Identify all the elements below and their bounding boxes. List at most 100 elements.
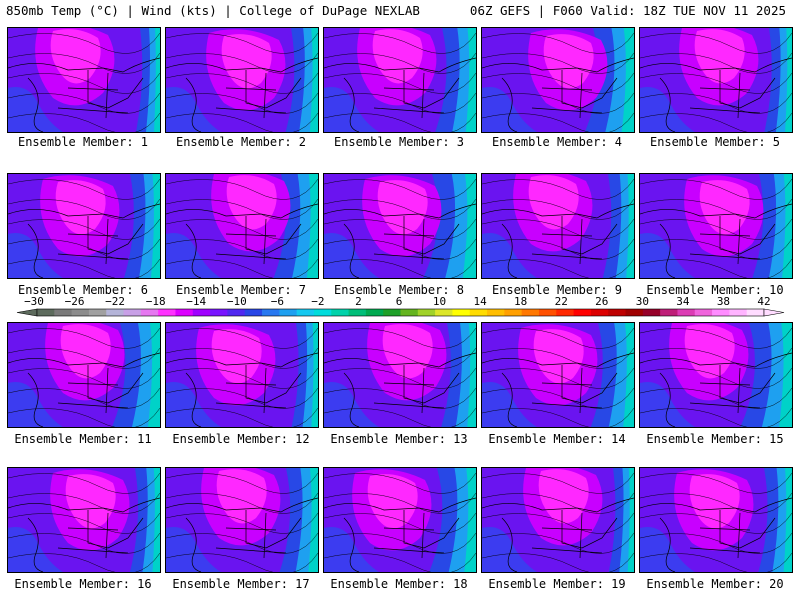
colorbar-swatch	[435, 309, 453, 316]
colorbar-swatch	[192, 309, 211, 316]
temperature-field	[640, 323, 792, 427]
ensemble-map-panel	[323, 467, 477, 573]
colorbar-tick-label: −26	[64, 295, 85, 308]
colorbar-swatch	[175, 309, 194, 316]
colorbar-tick-label: 18	[514, 295, 528, 308]
ensemble-member-caption: Ensemble Member: 20	[646, 577, 784, 591]
colorbar-swatch	[400, 309, 419, 316]
temperature-field	[8, 28, 160, 132]
colorbar-swatch	[365, 309, 384, 316]
colorbar-swatch	[487, 309, 505, 316]
colorbar-swatch	[54, 309, 73, 316]
temperature-field	[8, 323, 160, 427]
ensemble-map-panel	[323, 322, 477, 428]
ensemble-member-caption: Ensemble Member: 10	[646, 283, 784, 297]
colorbar-swatch	[608, 309, 627, 316]
ensemble-map-panel	[639, 322, 793, 428]
ensemble-map-panel	[639, 467, 793, 573]
colorbar-swatch	[140, 309, 159, 316]
colorbar-swatch	[313, 309, 332, 316]
colorbar-swatch	[348, 309, 367, 316]
colorbar-tick-label: 34	[676, 295, 690, 308]
colorbar-swatch	[383, 309, 401, 316]
colorbar-tick-label: 26	[595, 295, 609, 308]
ensemble-member-caption: Ensemble Member: 12	[172, 432, 310, 446]
colorbar-swatch	[123, 309, 142, 316]
temperature-field	[640, 468, 792, 572]
ensemble-member-caption: Ensemble Member: 2	[175, 135, 307, 149]
colorbar-swatch	[521, 309, 540, 316]
colorbar-right-arrow	[763, 308, 785, 317]
colorbar-swatch	[504, 309, 523, 316]
temperature-field	[640, 28, 792, 132]
temperature-field	[166, 174, 318, 278]
temperature-field	[166, 323, 318, 427]
colorbar-swatch	[37, 309, 55, 316]
colorbar-tick-label: −30	[24, 295, 44, 308]
colorbar-swatch	[262, 309, 280, 316]
colorbar-swatch	[746, 309, 765, 316]
ensemble-member-caption: Ensemble Member: 3	[333, 135, 465, 149]
colorbar-swatch	[71, 309, 90, 316]
colorbar-swatch	[417, 309, 436, 316]
ensemble-member-caption: Ensemble Member: 1	[17, 135, 149, 149]
colorbar-swatch	[279, 309, 298, 316]
ensemble-map-panel	[639, 27, 793, 133]
colorbar-swatch	[331, 309, 350, 316]
colorbar-tick-label: 6	[395, 295, 403, 308]
colorbar-swatch	[296, 309, 315, 316]
ensemble-member-caption: Ensemble Member: 4	[491, 135, 623, 149]
temperature-field	[166, 468, 318, 572]
colorbar-swatch	[590, 309, 609, 316]
ensemble-map-panel	[481, 467, 635, 573]
colorbar-swatch	[642, 309, 661, 316]
colorbar-swatch	[158, 309, 176, 316]
ensemble-member-caption: Ensemble Member: 19	[488, 577, 626, 591]
map-title: 850mb Temp (°C) | Wind (kts) | College o…	[6, 3, 420, 18]
ensemble-member-caption: Ensemble Member: 8	[333, 283, 465, 297]
ensemble-map-panel	[7, 173, 161, 279]
colorbar-tick-label: 10	[432, 295, 447, 308]
ensemble-member-caption: Ensemble Member: 18	[330, 577, 468, 591]
ensemble-map-panel	[323, 173, 477, 279]
temperature-field	[324, 174, 476, 278]
ensemble-member-caption: Ensemble Member: 17	[172, 577, 310, 591]
ensemble-map-panel	[481, 322, 635, 428]
temperature-field	[482, 28, 634, 132]
ensemble-member-caption: Ensemble Member: 6	[17, 283, 149, 297]
ensemble-map-panel	[165, 173, 319, 279]
ensemble-member-caption: Ensemble Member: 16	[14, 577, 152, 591]
ensemble-map-panel	[481, 27, 635, 133]
colorbar-tick-label: −18	[145, 295, 166, 308]
colorbar-swatch	[573, 309, 592, 316]
ensemble-member-caption: Ensemble Member: 7	[175, 283, 307, 297]
colorbar-tick-label: 2	[355, 295, 362, 308]
colorbar-tick-label: −14	[186, 295, 207, 308]
colorbar-tick-label: 30	[635, 295, 649, 308]
colorbar-tick-label: 38	[716, 295, 731, 308]
temperature-field	[482, 323, 634, 427]
temperature-field	[482, 468, 634, 572]
ensemble-map-panel	[639, 173, 793, 279]
temperature-field	[324, 28, 476, 132]
colorbar-swatch	[469, 309, 488, 316]
ensemble-member-caption: Ensemble Member: 9	[491, 283, 623, 297]
ensemble-map-panel	[7, 322, 161, 428]
colorbar-tick-label: 22	[554, 295, 568, 308]
colorbar-swatch	[677, 309, 696, 316]
colorbar-swatch	[106, 309, 125, 316]
temperature-field	[166, 28, 318, 132]
temperature-field	[324, 468, 476, 572]
temperature-field	[482, 174, 634, 278]
colorbar-swatch	[244, 309, 263, 316]
colorbar-left-arrow	[16, 308, 38, 317]
temperature-field	[8, 468, 160, 572]
ensemble-map-panel	[165, 27, 319, 133]
colorbar-tick-label: −10	[226, 295, 247, 308]
colorbar-swatch	[556, 309, 575, 316]
ensemble-member-caption: Ensemble Member: 14	[488, 432, 626, 446]
ensemble-map-panel	[165, 467, 319, 573]
temperature-field	[324, 323, 476, 427]
colorbar-swatch	[227, 309, 246, 316]
colorbar-labels: −30 −26 −22 −18 −14 −10 −6 −2 2 6 10 14 18 22 26 30 34 38…	[0, 296, 800, 308]
